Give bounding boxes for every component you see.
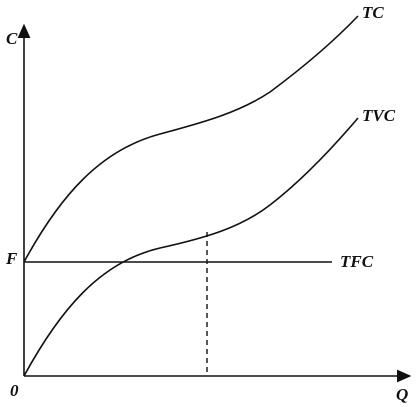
tvc-curve: [23, 117, 359, 377]
origin-label: 0: [10, 381, 19, 400]
y-axis-label: C: [6, 29, 18, 48]
tc-curve: [23, 15, 359, 263]
fixed-cost-label: F: [5, 249, 18, 268]
tfc-label: TFC: [340, 252, 374, 271]
tc-label: TC: [362, 3, 384, 22]
tvc-label: TVC: [362, 106, 396, 125]
x-axis-label: Q: [396, 385, 408, 404]
